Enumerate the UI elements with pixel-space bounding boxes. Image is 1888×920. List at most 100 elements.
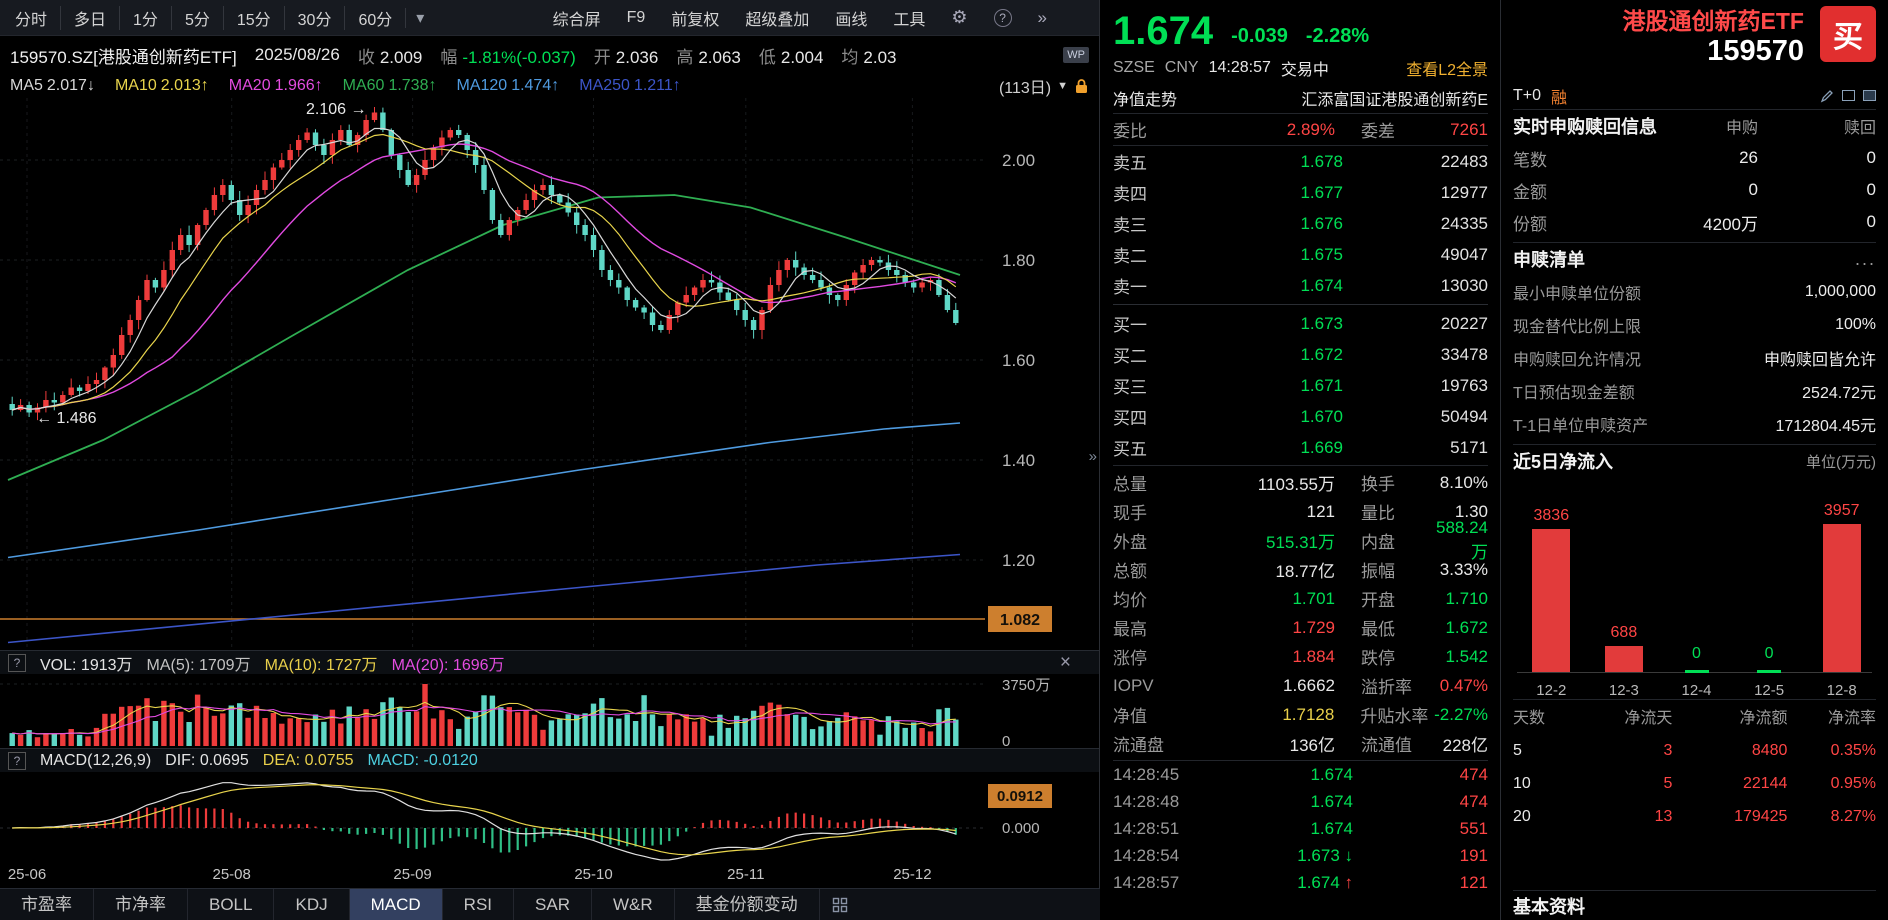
x-axis-label: 25-11 bbox=[727, 866, 765, 883]
bid-row-2[interactable]: 买二 1.672 33478 bbox=[1113, 344, 1488, 367]
volume-chart[interactable]: 3750万 0 bbox=[0, 674, 1100, 748]
bid-row-5[interactable]: 买五 1.669 5171 bbox=[1113, 437, 1488, 460]
svg-text:2.00: 2.00 bbox=[1002, 151, 1035, 170]
quote-stats: 总量 1103.55万 换手 8.10% 现手 121 量比 1.30 外盘 515.31万 内盘 5… bbox=[1113, 466, 1488, 761]
stat-row: 总量 1103.55万 换手 8.10% bbox=[1113, 472, 1488, 495]
ask-row-3[interactable]: 卖三 1.676 24335 bbox=[1113, 213, 1488, 236]
period-tab-30min[interactable]: 30分 bbox=[283, 5, 345, 30]
inflow-value: 0 bbox=[1764, 645, 1774, 662]
window-icon[interactable] bbox=[1842, 90, 1855, 101]
period-tab-5min[interactable]: 5分 bbox=[170, 5, 223, 30]
menu-super-overlay[interactable]: 超级叠加 bbox=[745, 11, 810, 29]
toolbar-more-icon[interactable]: » bbox=[1037, 7, 1047, 27]
buy-button[interactable]: 买 bbox=[1820, 6, 1876, 62]
tick-row[interactable]: 14:28:45 1.674 474 bbox=[1113, 764, 1488, 784]
tick-row[interactable]: 14:28:54 1.673 ↓ 191 bbox=[1113, 845, 1488, 865]
period-more-dropdown-icon[interactable]: ▾ bbox=[405, 7, 434, 28]
flow-net-rate: 0.95% bbox=[1830, 775, 1876, 792]
inflow-bar bbox=[1604, 646, 1643, 672]
more-icon[interactable]: ... bbox=[1854, 248, 1876, 269]
toolbar-menu: 综合屏 F9 前复权 超级叠加 画线 工具 ⚙ ? » bbox=[553, 6, 1091, 30]
period-tab-multi-day[interactable]: 多日 bbox=[60, 5, 119, 30]
wp-badge[interactable]: WP bbox=[1063, 47, 1089, 63]
tab-sar[interactable]: SAR bbox=[514, 888, 592, 920]
indicator-grid-icon[interactable] bbox=[832, 897, 848, 913]
macd-dif: DIF: 0.0695 bbox=[165, 751, 249, 769]
menu-f9[interactable]: F9 bbox=[626, 8, 646, 26]
order-book-divider bbox=[1113, 304, 1488, 305]
instrument-symbol[interactable]: 159570.SZ[港股通创新药ETF] bbox=[10, 47, 237, 67]
help-icon[interactable]: ? bbox=[993, 8, 1012, 27]
stat-row: 净值 1.7128 升贴水率 -2.27% bbox=[1113, 704, 1488, 727]
expand-window-icon[interactable] bbox=[1863, 90, 1876, 101]
ma10-legend: MA10 2.013↑ bbox=[114, 77, 209, 94]
ma250-legend: MA250 1.211↑ bbox=[579, 77, 681, 94]
menu-draw-line[interactable]: 画线 bbox=[835, 11, 868, 29]
period-tab-60min[interactable]: 60分 bbox=[344, 5, 405, 30]
l2-view-link[interactable]: 查看L2全景 bbox=[1406, 62, 1488, 79]
redemption-title-row[interactable]: 申赎清单 ... bbox=[1513, 243, 1876, 275]
bid-row-4[interactable]: 买四 1.670 50494 bbox=[1113, 406, 1488, 429]
ask-row-5[interactable]: 卖一 1.674 13030 bbox=[1113, 275, 1488, 298]
net-inflow-title: 近5日净流入 bbox=[1513, 452, 1614, 472]
bid-row-3[interactable]: 买三 1.671 19763 bbox=[1113, 375, 1488, 398]
ask-row-2[interactable]: 卖四 1.677 12977 bbox=[1113, 182, 1488, 205]
net-inflow-unit: 单位(万元) bbox=[1806, 453, 1876, 471]
flow-table-header: 天数 bbox=[1513, 710, 1546, 727]
menu-forward-adjust[interactable]: 前复权 bbox=[671, 11, 720, 29]
volume-close-icon[interactable]: × bbox=[1059, 651, 1071, 673]
tab-pb-ratio[interactable]: 市净率 bbox=[94, 888, 188, 920]
panel-splitter[interactable]: » bbox=[1088, 448, 1097, 465]
lock-icon[interactable] bbox=[1074, 78, 1089, 94]
macd-value: MACD: -0.0120 bbox=[367, 751, 478, 769]
tab-rsi[interactable]: RSI bbox=[443, 888, 515, 920]
redemption-row: 最小申赎单位份额 1,000,000 bbox=[1513, 282, 1876, 303]
tab-wr[interactable]: W&R bbox=[592, 888, 675, 920]
ma20-legend: MA20 1.966↑ bbox=[228, 77, 323, 94]
macd-chart[interactable]: 0.000 0.0912 bbox=[0, 772, 1100, 864]
tick-row[interactable]: 14:28:48 1.674 474 bbox=[1113, 791, 1488, 811]
exchange-label: SZSE bbox=[1113, 59, 1155, 76]
fund-name-link[interactable]: 汇添富国证港股通创新药E bbox=[1301, 91, 1488, 109]
candlestick-chart[interactable]: 2.00 1.80 1.60 1.40 1.20 2.106 → ← 1.486 1.082 bbox=[0, 98, 1100, 650]
tick-row[interactable]: 14:28:57 1.674 ↑ 121 bbox=[1113, 872, 1488, 892]
tab-pe-ratio[interactable]: 市盈率 bbox=[0, 888, 94, 920]
menu-composite-screen[interactable]: 综合屏 bbox=[552, 11, 601, 29]
price-row: 1.674 -0.039 -2.28% bbox=[1113, 0, 1488, 54]
flow-net-amount: 8480 bbox=[1751, 742, 1788, 759]
tick-row[interactable]: 14:28:51 1.674 551 bbox=[1113, 818, 1488, 838]
macd-help-icon[interactable]: ? bbox=[8, 751, 26, 770]
inflow-date-label: 12-3 bbox=[1608, 682, 1639, 699]
weibi-row: 委比 2.89% 委差 7261 bbox=[1113, 114, 1488, 146]
tick-list: 14:28:45 1.674 474 14:28:48 1.674 474 14:28:51… bbox=[1113, 761, 1488, 896]
stat-row: 流通盘 136亿 流通值 228亿 bbox=[1113, 736, 1488, 755]
inflow-zero-dash bbox=[1757, 670, 1782, 673]
volume-help-icon[interactable]: ? bbox=[8, 653, 26, 672]
ask-row-1[interactable]: 卖五 1.678 22483 bbox=[1113, 151, 1488, 174]
tab-fund-share-change[interactable]: 基金份额变动 bbox=[675, 888, 820, 920]
settings-gear-icon[interactable]: ⚙ bbox=[951, 7, 968, 27]
ma120-legend: MA120 1.474↑ bbox=[456, 77, 560, 94]
nav-trend-link[interactable]: 净值走势 bbox=[1113, 91, 1178, 109]
tab-boll[interactable]: BOLL bbox=[188, 888, 275, 920]
flow-table-header: 净流天 bbox=[1624, 710, 1673, 727]
ask-row-4[interactable]: 卖二 1.675 49047 bbox=[1113, 244, 1488, 267]
margin-badge: 融 bbox=[1551, 89, 1568, 107]
bars-count-selector[interactable]: (113日) ▼ bbox=[999, 74, 1089, 98]
flow-net-rate: 0.35% bbox=[1830, 742, 1876, 759]
field-open: 开 2.036 bbox=[593, 47, 659, 67]
period-tab-time-sharing[interactable]: 分时 bbox=[15, 11, 48, 29]
basic-info-section[interactable]: 基本资料 bbox=[1513, 890, 1876, 920]
redemption-row: T日预估现金差额 2524.72元 bbox=[1513, 384, 1876, 402]
edit-pencil-icon[interactable] bbox=[1820, 89, 1834, 103]
tab-kdj[interactable]: KDJ bbox=[274, 888, 350, 920]
flow-table-header: 净流率 bbox=[1827, 710, 1876, 727]
flow-net-days: 5 bbox=[1663, 775, 1673, 792]
period-tab-15min[interactable]: 15分 bbox=[222, 5, 284, 30]
menu-tools[interactable]: 工具 bbox=[893, 11, 926, 29]
inflow-value: 3836 bbox=[1533, 507, 1570, 524]
period-tab-1min[interactable]: 1分 bbox=[119, 5, 171, 30]
bid-row-1[interactable]: 买一 1.673 20227 bbox=[1113, 313, 1488, 336]
tab-macd[interactable]: MACD bbox=[349, 888, 443, 920]
